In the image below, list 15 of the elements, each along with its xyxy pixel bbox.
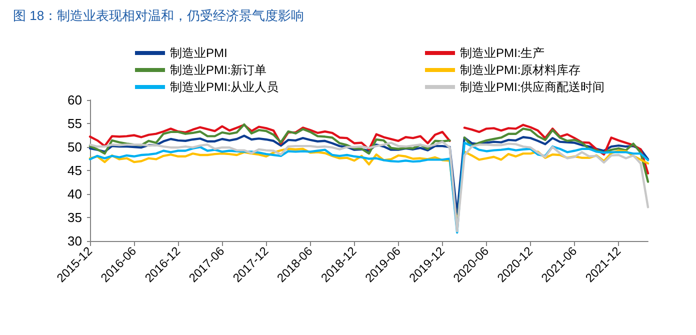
legend-label: 制造业PMI:供应商配送时间 (460, 80, 605, 94)
legend-label: 制造业PMI:原材料库存 (460, 63, 581, 77)
y-tick-label: 50 (68, 140, 82, 154)
y-tick-label: 30 (68, 234, 82, 248)
line-series (88, 134, 650, 216)
y-tick-label: 35 (68, 210, 82, 225)
legend-label: 制造业PMI (170, 46, 228, 60)
y-tick-label: 55 (68, 116, 82, 131)
y-tick-label: 45 (68, 163, 82, 178)
y-tick-label: 60 (68, 92, 82, 108)
legend-label: 制造业PMI:生产 (460, 46, 545, 60)
chart-title: 图 18：制造业表现相对温和，仍受经济景气度影响 (13, 8, 304, 23)
legend-label: 制造业PMI:从业人员 (170, 80, 279, 94)
y-tick-label: 40 (68, 186, 82, 202)
legend-label: 制造业PMI:新订单 (170, 63, 267, 77)
